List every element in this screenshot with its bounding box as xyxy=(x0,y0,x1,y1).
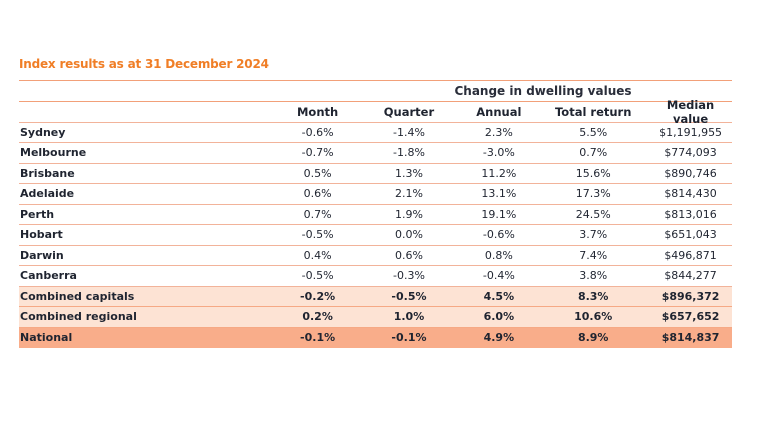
table-row: Perth 0.7% 1.9% 19.1% 24.5% $813,016 xyxy=(19,205,732,225)
table-row: Canberra -0.5% -0.3% -0.4% 3.8% $844,277 xyxy=(19,266,732,287)
quarter-value: -0.3% xyxy=(393,269,425,283)
table-row: Sydney -0.6% -1.4% 2.3% 5.5% $1,191,955 xyxy=(19,123,732,143)
quarter-value: 1.9% xyxy=(394,207,423,221)
column-header-month: Month xyxy=(296,104,339,119)
total-return-value: 17.3% xyxy=(575,187,611,201)
annual-value: -0.4% xyxy=(482,269,515,283)
column-header-row: Month Quarter Annual Total return Median… xyxy=(19,98,732,126)
median-value: $657,652 xyxy=(661,310,720,324)
month-value: 0.2% xyxy=(302,310,333,324)
total-return-value: 7.4% xyxy=(579,248,608,262)
region-name: Hobart xyxy=(20,228,63,242)
median-value: $896,372 xyxy=(661,289,720,303)
region-name: Combined regional xyxy=(20,310,137,324)
month-value: -0.5% xyxy=(301,269,334,283)
table-row-combined-capitals: Combined capitals -0.2% -0.5% 4.5% 8.3% … xyxy=(19,286,732,307)
annual-value: 11.2% xyxy=(481,166,517,180)
column-header-total-return: Total return xyxy=(554,104,632,119)
total-return-value: 10.6% xyxy=(574,310,613,324)
region-name: National xyxy=(20,331,73,345)
table-row-national: National -0.1% -0.1% 4.9% 8.9% $814,837 xyxy=(19,327,732,348)
quarter-value: 2.1% xyxy=(394,187,423,201)
table-row: Brisbane 0.5% 1.3% 11.2% 15.6% $890,746 xyxy=(19,164,732,184)
quarter-value: -1.8% xyxy=(393,146,425,160)
quarter-value: 0.0% xyxy=(394,228,423,242)
column-header-annual: Annual xyxy=(476,104,522,119)
table-row-combined-regional: Combined regional 0.2% 1.0% 6.0% 10.6% $… xyxy=(19,307,732,328)
total-return-value: 5.5% xyxy=(579,125,608,139)
table-row: Hobart -0.5% 0.0% -0.6% 3.7% $651,043 xyxy=(19,225,732,246)
region-name: Perth xyxy=(20,207,55,221)
total-return-value: 3.7% xyxy=(579,228,608,242)
column-header-median-value: Median value xyxy=(666,97,715,126)
month-value: 0.7% xyxy=(303,207,332,221)
table-row: Darwin 0.4% 0.6% 0.8% 7.4% $496,871 xyxy=(19,246,732,266)
annual-value: 0.8% xyxy=(484,248,513,262)
group-header-label: Change in dwelling values xyxy=(454,84,632,98)
month-value: -0.7% xyxy=(301,146,334,160)
annual-value: -0.6% xyxy=(482,228,515,242)
median-value: $496,871 xyxy=(664,248,717,262)
quarter-value: 0.6% xyxy=(394,248,423,262)
table-row: Adelaide 0.6% 2.1% 13.1% 17.3% $814,430 xyxy=(19,184,732,205)
quarter-value: -1.4% xyxy=(393,125,425,139)
median-value: $814,837 xyxy=(661,331,720,345)
total-return-value: 0.7% xyxy=(579,146,608,160)
annual-value: 4.5% xyxy=(483,289,515,303)
annual-value: 6.0% xyxy=(483,310,515,324)
region-name: Melbourne xyxy=(20,146,87,160)
annual-value: 19.1% xyxy=(481,207,517,221)
annual-value: -3.0% xyxy=(482,146,515,160)
total-return-value: 15.6% xyxy=(575,166,611,180)
table-title: Index results as at 31 December 2024 xyxy=(19,57,269,71)
median-value: $844,277 xyxy=(664,269,717,283)
median-value: $813,016 xyxy=(664,207,717,221)
quarter-value: 1.0% xyxy=(393,310,425,324)
column-header-quarter: Quarter xyxy=(383,104,435,119)
region-name: Sydney xyxy=(20,125,66,139)
region-name: Canberra xyxy=(20,269,77,283)
region-name: Brisbane xyxy=(20,166,75,180)
region-name: Adelaide xyxy=(20,187,75,201)
annual-value: 13.1% xyxy=(481,187,517,201)
month-value: -0.6% xyxy=(301,125,334,139)
month-value: -0.5% xyxy=(301,228,334,242)
quarter-value: 1.3% xyxy=(394,166,423,180)
median-value: $774,093 xyxy=(664,146,717,160)
median-value: $890,746 xyxy=(664,166,717,180)
region-name: Combined capitals xyxy=(20,289,135,303)
month-value: 0.5% xyxy=(303,166,332,180)
annual-value: 2.3% xyxy=(484,125,513,139)
total-return-value: 3.8% xyxy=(579,269,608,283)
total-return-value: 24.5% xyxy=(575,207,611,221)
group-header: Change in dwelling values xyxy=(19,81,732,102)
median-value: $651,043 xyxy=(664,228,717,242)
month-value: -0.2% xyxy=(300,289,336,303)
total-return-value: 8.3% xyxy=(577,289,609,303)
table-row: Melbourne -0.7% -1.8% -3.0% 0.7% $774,09… xyxy=(19,143,732,164)
total-return-value: 8.9% xyxy=(577,331,609,345)
month-value: -0.1% xyxy=(300,331,336,345)
annual-value: 4.9% xyxy=(483,331,515,345)
median-value: $814,430 xyxy=(664,187,717,201)
month-value: 0.4% xyxy=(303,248,332,262)
quarter-value: -0.5% xyxy=(391,289,427,303)
quarter-value: -0.1% xyxy=(391,331,427,345)
index-results-table: Change in dwelling values Month Quarter … xyxy=(19,80,732,348)
median-value: $1,191,955 xyxy=(659,125,723,139)
month-value: 0.6% xyxy=(303,187,332,201)
region-name: Darwin xyxy=(20,248,64,262)
